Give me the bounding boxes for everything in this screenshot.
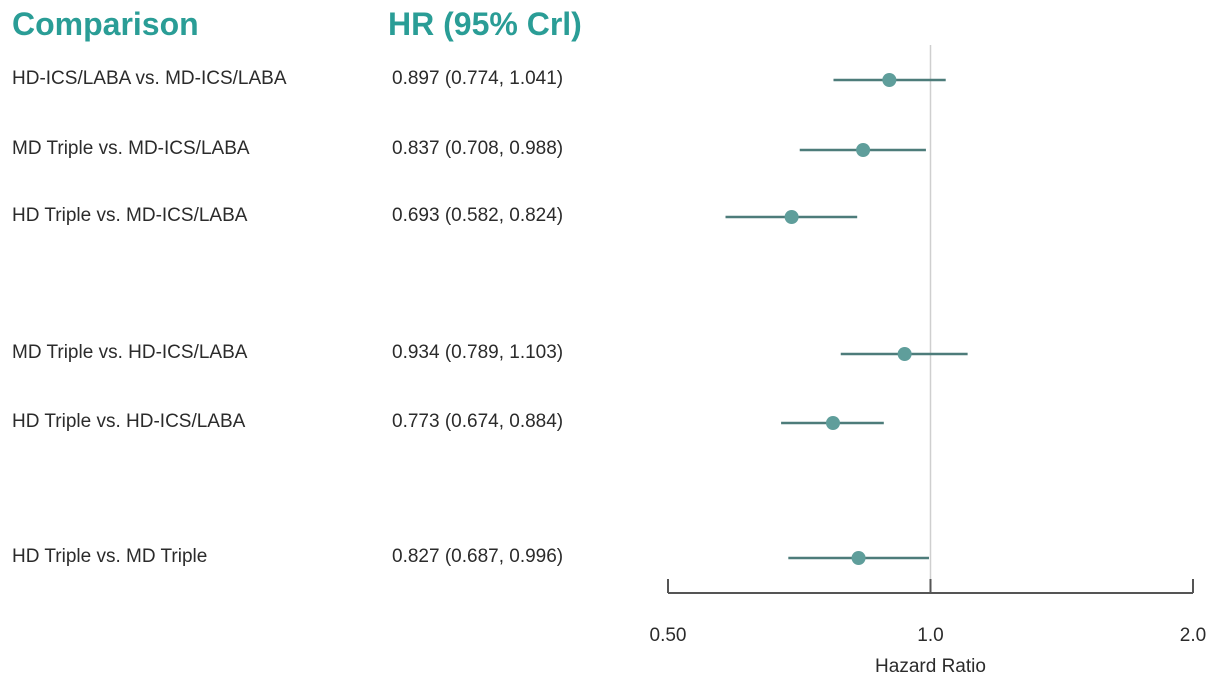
hr-point: [856, 143, 871, 157]
hr-header: HR (95% Crl): [388, 6, 582, 42]
hr-point: [882, 73, 897, 87]
x-axis-label: Hazard Ratio: [875, 656, 986, 677]
hr-point: [825, 416, 840, 430]
x-tick-label: 2.0: [1180, 625, 1206, 646]
hr-point: [784, 210, 799, 224]
row-comparison-label: HD Triple vs. HD-ICS/LABA: [12, 411, 246, 432]
row-comparison-label: HD-ICS/LABA vs. MD-ICS/LABA: [12, 68, 287, 89]
x-tick-label: 0.50: [650, 625, 687, 646]
x-tick-label: 1.0: [917, 625, 943, 646]
row-hr-value: 0.837 (0.708, 0.988): [392, 138, 564, 159]
row-comparison-label: MD Triple vs. HD-ICS/LABA: [12, 342, 248, 363]
hr-point: [897, 347, 912, 361]
row-hr-value: 0.773 (0.674, 0.884): [392, 411, 564, 432]
row-hr-value: 0.693 (0.582, 0.824): [392, 205, 564, 226]
row-comparison-label: HD Triple vs. MD-ICS/LABA: [12, 205, 248, 226]
comparison-header: Comparison: [12, 6, 199, 42]
hr-point: [851, 551, 866, 565]
row-comparison-label: HD Triple vs. MD Triple: [12, 546, 208, 567]
row-hr-value: 0.934 (0.789, 1.103): [392, 342, 564, 363]
row-hr-value: 0.897 (0.774, 1.041): [392, 68, 564, 89]
row-hr-value: 0.827 (0.687, 0.996): [392, 546, 564, 567]
row-comparison-label: MD Triple vs. MD-ICS/LABA: [12, 138, 250, 159]
